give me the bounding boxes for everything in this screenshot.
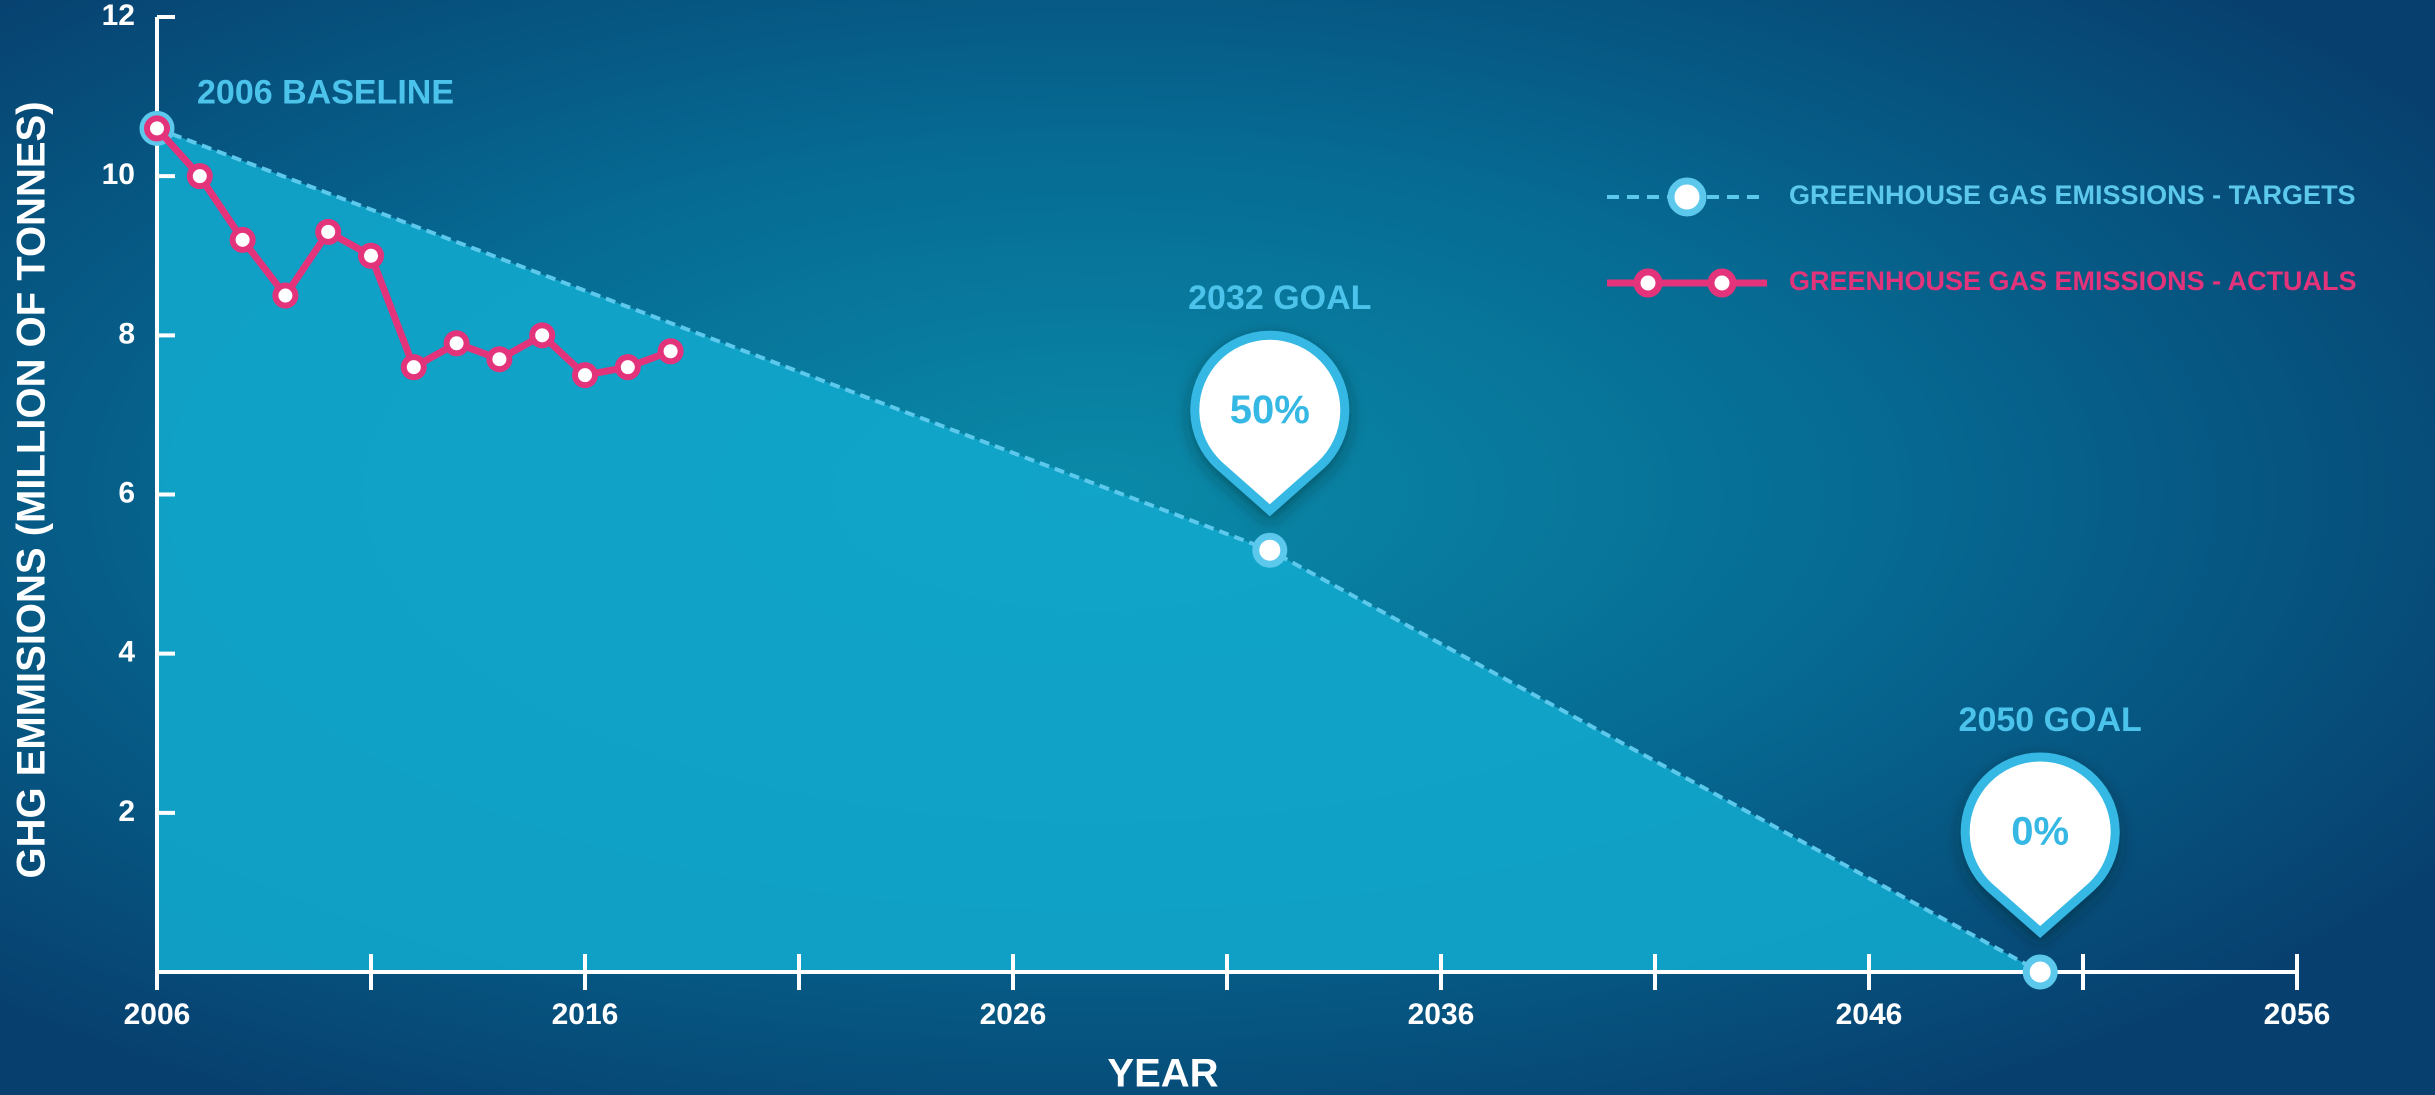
y-tick-label: 4 [118,636,135,669]
point [400,354,427,381]
point [315,218,342,245]
point [272,282,299,309]
legend-label: GREENHOUSE GAS EMISSIONS - TARGETS [1789,180,2356,210]
y-tick-label: 10 [102,158,135,191]
point [572,362,598,389]
x-tick-label: 2006 [124,998,191,1031]
x-tick-label: 2046 [1836,998,1903,1031]
point [529,322,556,349]
legend-marker [1667,177,1707,217]
pin-label: 0% [2011,810,2069,854]
target-area [157,128,2041,972]
point [186,163,213,190]
y-tick-label: 2 [118,795,135,828]
point [443,330,470,357]
x-tick-label: 2056 [2264,998,2331,1031]
annotation: 2032 GOAL [1188,279,1371,317]
point [229,226,256,253]
point [2022,954,2058,990]
y-axis-label: GHG EMMISIONS (MILLION OF TONNES) [10,101,54,878]
pin-label: 50% [1230,388,1310,432]
x-axis-label: YEAR [1107,1052,1218,1095]
x-tick-label: 2016 [552,998,619,1031]
point [486,346,513,373]
x-tick-label: 2026 [980,998,1047,1031]
legend-marker [1707,268,1737,298]
annotation: 2050 GOAL [1959,701,2142,739]
legend-marker [1633,268,1663,298]
point [144,115,170,142]
y-tick-label: 8 [118,317,135,350]
annotation: 2006 BASELINE [197,73,454,111]
point [657,338,684,365]
x-tick-label: 2036 [1408,998,1475,1031]
legend-label: GREENHOUSE GAS EMISSIONS - ACTUALS [1789,266,2357,296]
point [358,242,384,269]
pin [1960,752,2120,939]
y-tick-label: 6 [118,476,135,509]
pin [1190,330,1350,517]
point [614,354,641,381]
y-tick-label: 12 [102,0,135,32]
point [1252,532,1288,568]
